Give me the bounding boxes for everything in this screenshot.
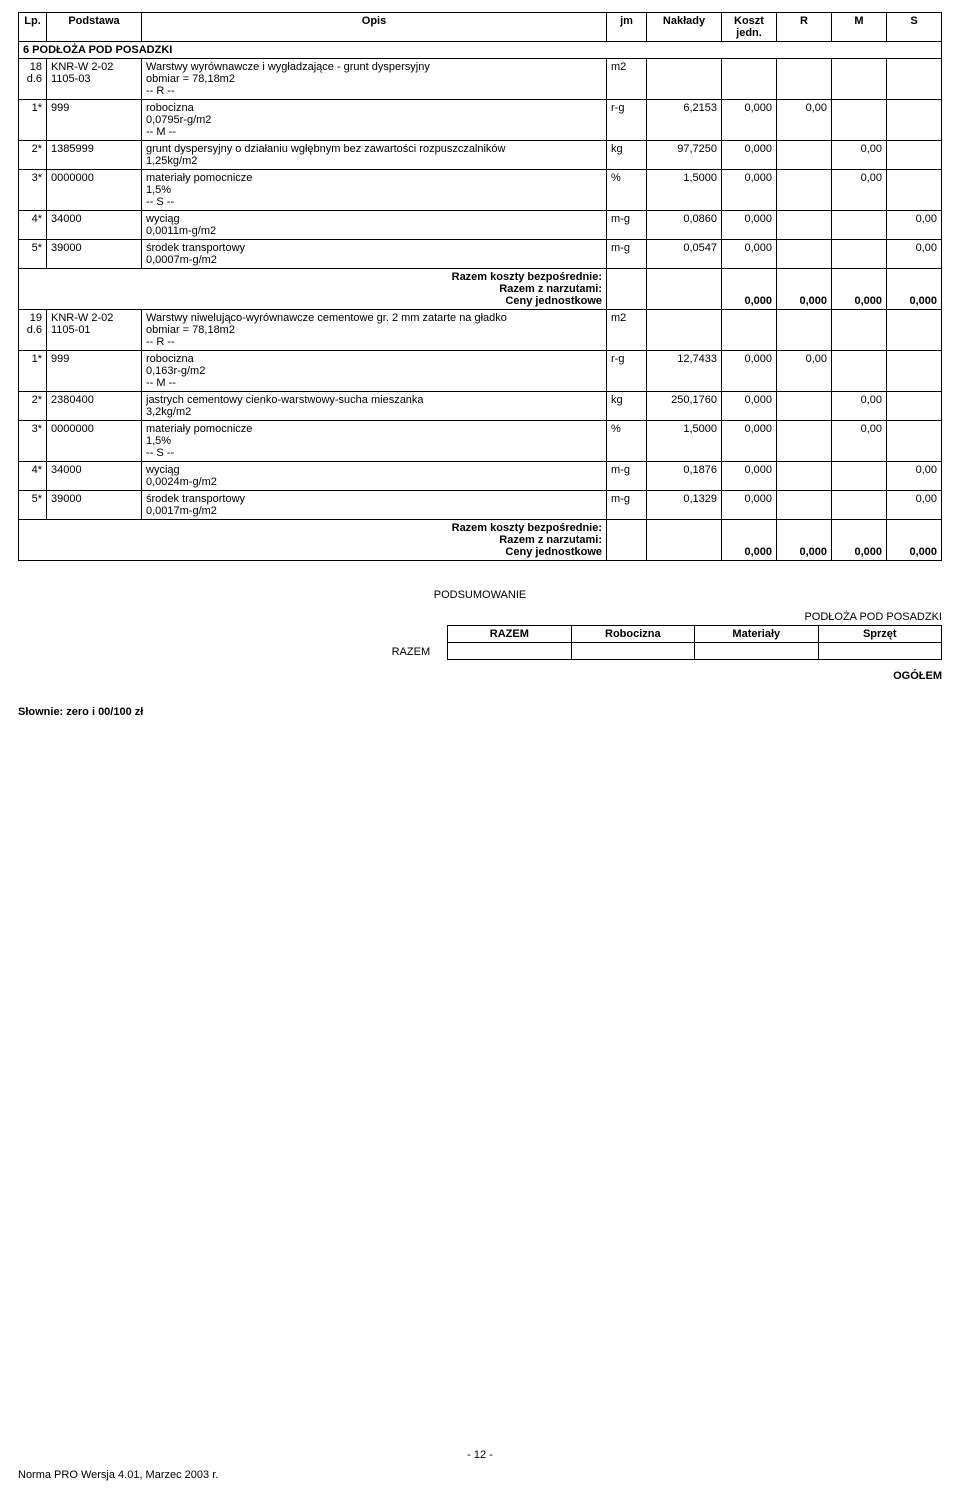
table-row: 1*999robocizna0,0795r-g/m2-- M --r-g6,21… bbox=[19, 100, 942, 141]
table-row: Razem koszty bezpośrednie:Razem z narzut… bbox=[19, 520, 942, 561]
page-footer: - 12 - Norma PRO Wersja 4.01, Marzec 200… bbox=[18, 1449, 942, 1481]
table-row: 3*0000000materiały pomocnicze1,5%-- S --… bbox=[19, 421, 942, 462]
table-row: 4*34000wyciąg0,0011m-g/m2m-g0,08600,0000… bbox=[19, 211, 942, 240]
table-body: 6 PODŁOŻA POD POSADZKI18d.6KNR-W 2-02 11… bbox=[19, 42, 942, 561]
col-lp: Lp. bbox=[19, 13, 47, 42]
table-row: 18d.6KNR-W 2-02 1105-03Warstwy wyrównawc… bbox=[19, 59, 942, 100]
summary-cell bbox=[571, 643, 694, 660]
summary-h-sprzet: Sprzęt bbox=[818, 626, 941, 643]
table-row: 4*34000wyciąg0,0024m-g/m2m-g0,18760,0000… bbox=[19, 462, 942, 491]
table-row: 19d.6KNR-W 2-02 1105-01Warstwy niwelując… bbox=[19, 310, 942, 351]
table-row: 1*999robocizna0,163r-g/m2-- M --r-g12,74… bbox=[19, 351, 942, 392]
table-row: 5*39000środek transportowy0,0007m-g/m2m-… bbox=[19, 240, 942, 269]
col-s: S bbox=[887, 13, 942, 42]
summary-cell bbox=[695, 643, 818, 660]
summary-cell bbox=[448, 643, 571, 660]
page-number: - 12 - bbox=[18, 1449, 942, 1461]
table-row: 3*0000000materiały pomocnicze1,5%-- S --… bbox=[19, 170, 942, 211]
col-r: R bbox=[777, 13, 832, 42]
summary-heading: PODSUMOWANIE bbox=[18, 589, 942, 601]
summary-empty bbox=[388, 626, 448, 643]
table-header: Lp. Podstawa Opis jm Nakłady Koszt jedn.… bbox=[19, 13, 942, 42]
summary-h-razem: RAZEM bbox=[448, 626, 571, 643]
slownie: Słownie: zero i 00/100 zł bbox=[18, 706, 942, 718]
summary-table: RAZEM Robocizna Materiały Sprzęt RAZEM bbox=[388, 625, 942, 660]
table-row: Razem koszty bezpośrednie:Razem z narzut… bbox=[19, 269, 942, 310]
table-row: 6 PODŁOŻA POD POSADZKI bbox=[19, 42, 942, 59]
col-naklady: Nakłady bbox=[647, 13, 722, 42]
summary-h-materialy: Materiały bbox=[695, 626, 818, 643]
summary-h-robocizna: Robocizna bbox=[571, 626, 694, 643]
software-credit: Norma PRO Wersja 4.01, Marzec 2003 r. bbox=[18, 1469, 942, 1481]
table-row: 5*39000środek transportowy0,0017m-g/m2m-… bbox=[19, 491, 942, 520]
col-podstawa: Podstawa bbox=[47, 13, 142, 42]
summary-cell bbox=[818, 643, 941, 660]
ogolem-label: OGÓŁEM bbox=[18, 670, 942, 682]
summary-right-label: PODŁOŻA POD POSADZKI bbox=[18, 611, 942, 623]
col-opis: Opis bbox=[142, 13, 607, 42]
table-row: 2*1385999grunt dyspersyjny o działaniu w… bbox=[19, 141, 942, 170]
cost-estimate-table: Lp. Podstawa Opis jm Nakłady Koszt jedn.… bbox=[18, 12, 942, 561]
col-koszt: Koszt jedn. bbox=[722, 13, 777, 42]
table-row: 2*2380400jastrych cementowy cienko-warst… bbox=[19, 392, 942, 421]
col-jm: jm bbox=[607, 13, 647, 42]
col-m: M bbox=[832, 13, 887, 42]
summary-side: RAZEM bbox=[388, 643, 448, 660]
